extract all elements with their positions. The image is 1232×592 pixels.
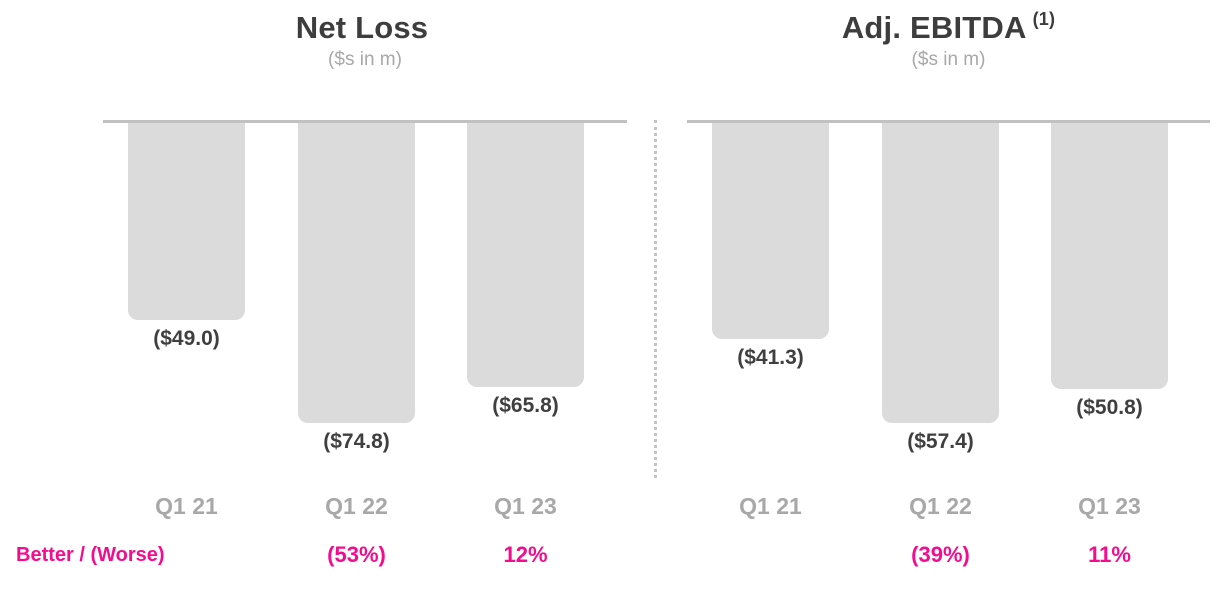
bar-q1-22 (882, 123, 999, 423)
net-loss-title: Net Loss (103, 10, 627, 46)
bar-q1-21 (128, 123, 245, 320)
better-worse-value-q1-23: 11% (1088, 542, 1131, 567)
better-worse-value-q1-22: (53%) (327, 542, 386, 567)
adj-ebitda-title: Adj. EBITDA (1) (687, 8, 1210, 46)
bar-q1-23 (1051, 123, 1168, 389)
net-loss-subtitle: ($s in m) (328, 48, 402, 70)
value-label-q1-22: ($74.8) (323, 430, 390, 453)
chart-divider-dotted-line (654, 120, 657, 478)
net-loss-zero-baseline (103, 120, 627, 123)
category-label-q1-21: Q1 21 (155, 493, 218, 519)
better-worse-value-q1-22: (39%) (911, 542, 970, 567)
bar-q1-21 (712, 123, 829, 339)
value-label-q1-23: ($50.8) (1076, 396, 1143, 419)
net-loss-chart: Net Loss ($s in m) ($49.0) Q1 21 ($74.8) Q1… (103, 0, 627, 592)
value-label-q1-23: ($65.8) (492, 394, 559, 417)
adj-ebitda-zero-baseline (687, 120, 1210, 123)
value-label-q1-21: ($49.0) (153, 327, 220, 350)
net-loss-header: Net Loss ($s in m) (103, 10, 627, 71)
category-label-q1-23: Q1 23 (494, 493, 557, 519)
adj-ebitda-header: Adj. EBITDA (1) ($s in m) (687, 8, 1210, 71)
better-worse-row-label: Better / (Worse) (16, 544, 165, 566)
category-label-q1-22: Q1 22 (909, 493, 972, 519)
bar-q1-22 (298, 123, 415, 423)
adj-ebitda-title-text: Adj. EBITDA (841, 10, 1027, 45)
category-label-q1-22: Q1 22 (325, 493, 388, 519)
adj-ebitda-chart: Adj. EBITDA (1) ($s in m) ($41.3) Q1 21 ($5… (687, 0, 1210, 592)
value-label-q1-21: ($41.3) (737, 346, 804, 369)
adj-ebitda-subtitle: ($s in m) (911, 48, 986, 70)
value-label-q1-22: ($57.4) (907, 430, 974, 453)
category-label-q1-23: Q1 23 (1078, 493, 1141, 519)
bar-q1-23 (467, 123, 584, 387)
net-loss-title-text: Net Loss (295, 10, 429, 45)
category-label-q1-21: Q1 21 (739, 493, 802, 519)
better-worse-value-q1-23: 12% (503, 542, 548, 567)
adj-ebitda-title-superscript: (1) (1032, 8, 1056, 29)
